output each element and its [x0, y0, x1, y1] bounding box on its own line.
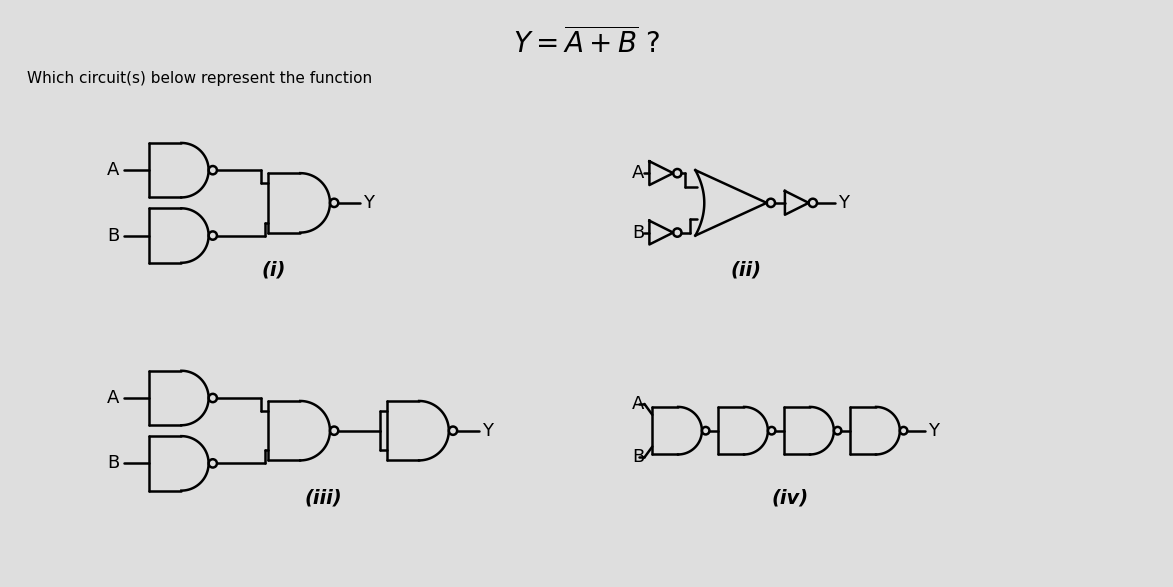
Text: Y: Y — [482, 421, 493, 440]
Text: (i): (i) — [262, 261, 286, 280]
Text: A: A — [632, 395, 644, 413]
Text: Y: Y — [838, 194, 849, 212]
Text: $Y = \overline{A + B}\ ?$: $Y = \overline{A + B}\ ?$ — [513, 28, 659, 59]
Text: B: B — [107, 454, 120, 473]
Text: A: A — [107, 161, 120, 179]
Text: B: B — [632, 448, 644, 467]
Text: A: A — [107, 389, 120, 407]
Text: Which circuit(s) below represent the function: Which circuit(s) below represent the fun… — [27, 71, 373, 86]
Text: Y: Y — [362, 194, 374, 212]
Text: B: B — [107, 227, 120, 245]
Text: (ii): (ii) — [730, 261, 761, 280]
Text: A: A — [632, 164, 644, 182]
Text: (iv): (iv) — [771, 488, 808, 508]
Text: Y: Y — [928, 421, 940, 440]
Text: B: B — [632, 224, 644, 242]
Text: (iii): (iii) — [304, 488, 341, 508]
